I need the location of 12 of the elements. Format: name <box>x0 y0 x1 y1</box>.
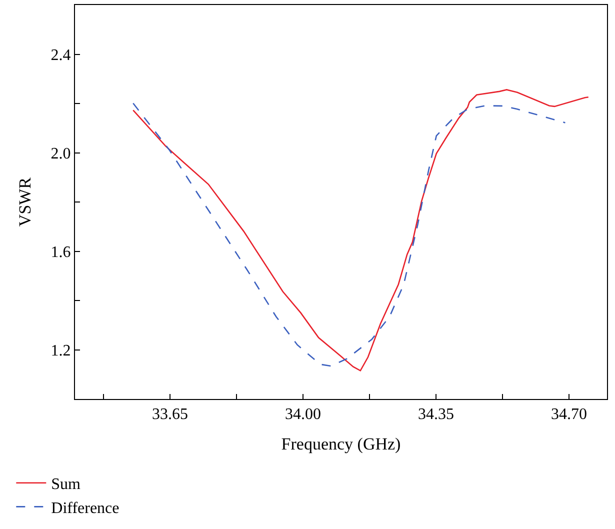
x-tick-label: 33.65 <box>152 406 188 424</box>
legend-label: Difference <box>51 500 120 517</box>
y-axis-title: VSWR <box>15 176 34 227</box>
x-tick-label: 34.70 <box>551 406 587 424</box>
x-tick-label: 34.00 <box>285 406 321 424</box>
x-axis-title: Frequency (GHz) <box>281 434 401 454</box>
y-tick-label: 1.2 <box>50 342 71 360</box>
legend-label: Sum <box>51 476 82 494</box>
y-tick-label: 2.0 <box>50 145 71 162</box>
y-tick-label: 1.6 <box>50 244 71 261</box>
y-tick-label: 2.4 <box>50 46 71 64</box>
x-tick-label: 34.35 <box>418 406 454 424</box>
